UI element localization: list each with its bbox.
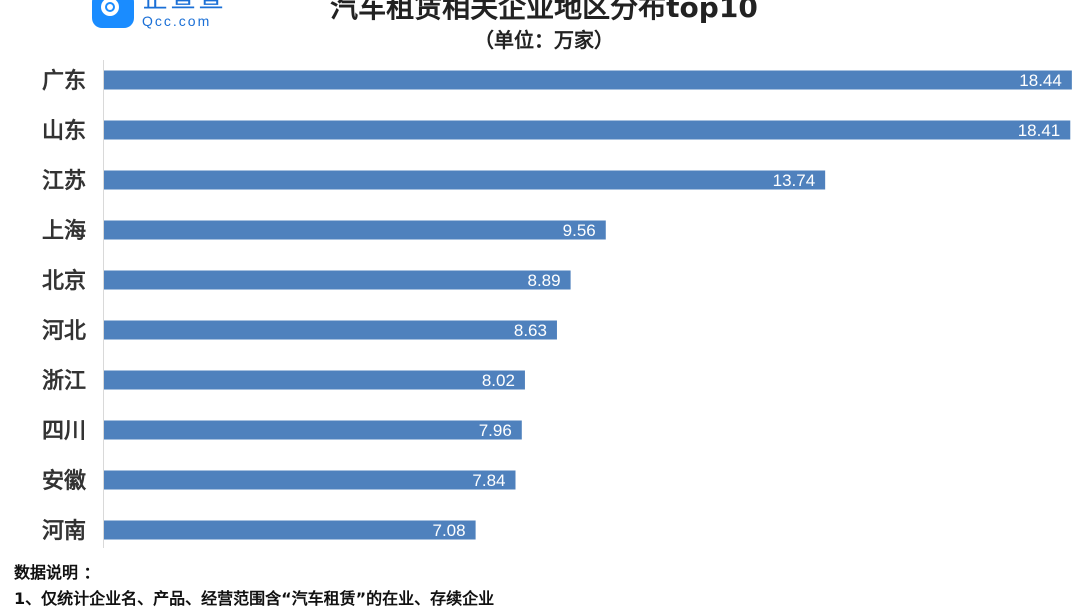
bar <box>104 170 826 190</box>
y-tick-label: 广东 <box>42 68 86 94</box>
bar-value-label: 7.08 <box>433 521 466 540</box>
bar-value-label: 18.41 <box>1018 121 1061 140</box>
bar <box>104 420 522 440</box>
y-tick-label: 北京 <box>42 268 86 294</box>
bar <box>104 370 525 390</box>
logo-cn: 企查查 <box>142 0 226 12</box>
logo-text: 企查查 Qcc.com <box>142 0 226 28</box>
y-tick-label: 山东 <box>42 118 86 144</box>
qcc-logo: 企查查 Qcc.com <box>92 0 226 28</box>
bar-value-label: 13.74 <box>773 171 816 190</box>
y-tick-label: 江苏 <box>42 168 86 194</box>
y-tick-label: 河南 <box>42 519 86 544</box>
bar <box>104 70 1072 90</box>
bar-value-label: 8.63 <box>514 321 547 340</box>
chart-title: 汽车租赁相关企业地区分布top10 <box>330 0 758 24</box>
y-tick-label: 河北 <box>42 319 86 344</box>
bar-value-label: 8.02 <box>482 371 515 390</box>
bar-value-label: 7.96 <box>479 421 512 440</box>
qcc-logo-icon <box>92 0 134 28</box>
bar <box>104 470 516 490</box>
bar-value-label: 8.89 <box>528 271 561 290</box>
logo-en: Qcc.com <box>142 13 212 29</box>
notes-item-1: 1、仅统计企业名、产品、经营范围含“汽车租赁”的在业、存续企业 <box>14 589 495 608</box>
bar-value-label: 18.44 <box>1019 71 1062 90</box>
y-tick-label: 上海 <box>42 218 86 244</box>
y-tick-label: 四川 <box>42 419 86 444</box>
bar-value-label: 7.84 <box>472 471 505 490</box>
bar <box>104 120 1071 140</box>
bar <box>104 220 606 240</box>
chart-subtitle: （单位：万家） <box>474 28 614 52</box>
notes-heading: 数据说明 ： <box>14 563 100 582</box>
bar <box>104 520 476 540</box>
bar <box>104 320 557 340</box>
y-tick-label: 浙江 <box>42 369 86 394</box>
y-tick-label: 安徽 <box>42 468 87 494</box>
bar <box>104 270 571 290</box>
data-notes: 数据说明 ： 1、仅统计企业名、产品、经营范围含“汽车租赁”的在业、存续企业 <box>14 560 494 612</box>
bar-value-label: 9.56 <box>563 221 596 240</box>
